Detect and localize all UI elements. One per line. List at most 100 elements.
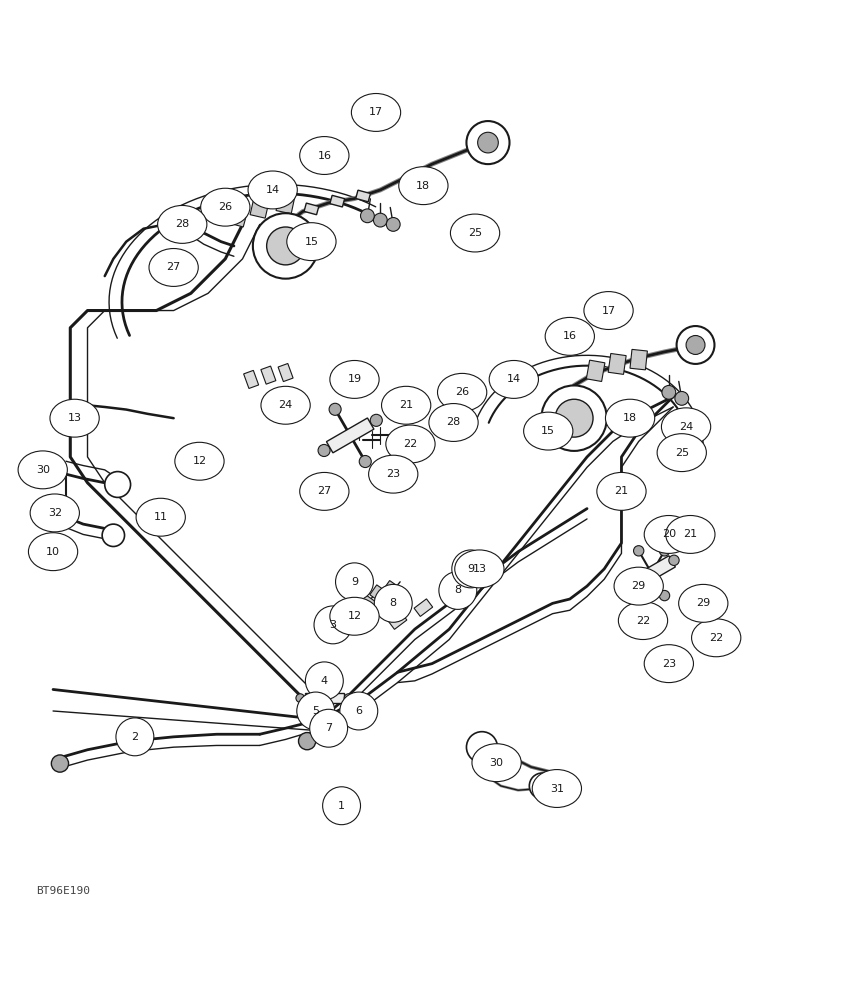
Ellipse shape [439, 571, 477, 609]
Text: 31: 31 [550, 784, 564, 794]
Circle shape [478, 132, 499, 153]
Circle shape [51, 755, 68, 772]
Bar [261, 366, 276, 384]
Ellipse shape [314, 606, 352, 644]
Text: 8: 8 [390, 598, 397, 608]
Ellipse shape [369, 455, 418, 493]
Circle shape [542, 385, 607, 451]
Text: 9: 9 [351, 577, 358, 587]
Circle shape [371, 414, 382, 426]
Ellipse shape [149, 249, 198, 286]
Ellipse shape [619, 602, 668, 640]
Circle shape [669, 555, 679, 565]
Bar [327, 418, 374, 453]
Bar [244, 370, 258, 388]
Text: 29: 29 [632, 581, 645, 591]
Circle shape [359, 455, 372, 468]
Text: 25: 25 [468, 228, 482, 238]
Text: 4: 4 [321, 676, 328, 686]
Text: 20: 20 [662, 529, 676, 539]
Bar [304, 203, 319, 215]
Bar [587, 360, 605, 381]
Ellipse shape [399, 167, 448, 205]
Text: 10: 10 [46, 547, 60, 557]
Bar [250, 196, 270, 218]
Bar [276, 192, 295, 214]
Bar [628, 556, 676, 591]
Ellipse shape [597, 472, 646, 510]
Ellipse shape [666, 516, 715, 553]
Text: 16: 16 [317, 151, 332, 161]
Text: 22: 22 [636, 616, 650, 626]
Text: 25: 25 [675, 448, 689, 458]
Text: 14: 14 [507, 374, 521, 384]
Circle shape [298, 733, 315, 750]
Circle shape [360, 209, 374, 223]
Ellipse shape [352, 94, 401, 131]
Ellipse shape [678, 584, 727, 622]
Bar [356, 190, 371, 202]
Text: 9: 9 [467, 564, 474, 574]
Text: 13: 13 [67, 413, 81, 423]
Circle shape [556, 399, 593, 437]
Bar [630, 349, 647, 370]
Ellipse shape [137, 498, 186, 536]
Ellipse shape [309, 709, 347, 747]
Ellipse shape [606, 399, 655, 437]
Circle shape [624, 581, 634, 591]
Ellipse shape [305, 662, 343, 700]
Text: 16: 16 [562, 331, 577, 341]
Circle shape [659, 546, 670, 556]
Ellipse shape [437, 373, 486, 411]
Text: 6: 6 [355, 706, 362, 716]
Ellipse shape [157, 205, 206, 243]
Circle shape [467, 732, 498, 763]
Ellipse shape [287, 223, 336, 261]
Ellipse shape [452, 550, 490, 588]
Ellipse shape [200, 188, 250, 226]
Text: 23: 23 [662, 659, 676, 669]
Text: 19: 19 [347, 374, 361, 384]
Text: 13: 13 [473, 564, 486, 574]
Text: 12: 12 [193, 456, 206, 466]
Ellipse shape [330, 597, 379, 635]
Text: 15: 15 [541, 426, 556, 436]
Ellipse shape [18, 451, 67, 489]
Text: 27: 27 [317, 486, 332, 496]
Text: 29: 29 [696, 598, 710, 608]
Bar [228, 205, 248, 227]
Circle shape [633, 546, 644, 556]
Text: 18: 18 [416, 181, 430, 191]
Bar [440, 586, 459, 604]
Circle shape [102, 524, 124, 547]
Ellipse shape [524, 412, 573, 450]
Ellipse shape [584, 292, 633, 329]
Circle shape [318, 444, 330, 457]
Bar [370, 585, 391, 605]
Ellipse shape [248, 171, 297, 209]
Ellipse shape [454, 550, 504, 588]
Text: 15: 15 [304, 237, 319, 247]
Ellipse shape [374, 584, 412, 622]
Ellipse shape [322, 787, 360, 825]
Ellipse shape [645, 516, 694, 553]
Text: 26: 26 [219, 202, 232, 212]
Ellipse shape [330, 360, 379, 398]
Circle shape [320, 718, 328, 727]
Text: 21: 21 [614, 486, 628, 496]
Circle shape [537, 780, 549, 792]
Circle shape [105, 472, 130, 497]
Ellipse shape [645, 645, 694, 683]
Circle shape [686, 336, 705, 354]
Ellipse shape [382, 386, 431, 424]
Circle shape [677, 326, 715, 364]
Circle shape [467, 121, 510, 164]
Circle shape [267, 227, 304, 265]
Ellipse shape [297, 692, 334, 730]
Bar [305, 693, 344, 703]
Bar [357, 593, 378, 613]
Text: 30: 30 [490, 758, 504, 768]
Text: 23: 23 [386, 469, 400, 479]
Ellipse shape [335, 563, 373, 601]
Text: 14: 14 [265, 185, 280, 195]
